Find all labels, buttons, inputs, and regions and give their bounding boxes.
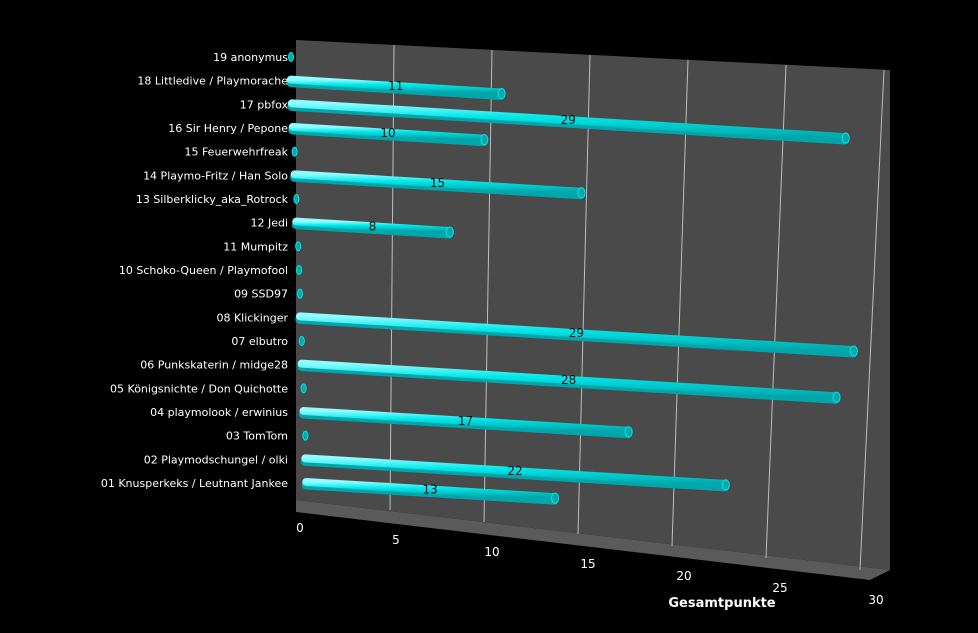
- category-label: 01 Knusperkeks / Leutnant Jankee: [101, 477, 288, 490]
- data-label: 29: [561, 113, 576, 127]
- gridline: [859, 69, 885, 571]
- x-tick-label: 20: [676, 569, 691, 583]
- data-label: 11: [388, 79, 403, 93]
- bar: [292, 217, 453, 235]
- bar-end-cap: [841, 132, 850, 144]
- plot-back-wall: [296, 40, 890, 570]
- bar-zero-cap: [296, 265, 303, 275]
- bar: [299, 407, 632, 435]
- bar-end-cap: [832, 391, 841, 403]
- bar-zero-cap: [295, 241, 302, 252]
- category-label: 04 playmolook / erwinius: [150, 406, 288, 419]
- bar-end-cap: [721, 479, 730, 491]
- bar: [287, 99, 849, 142]
- x-axis-title: Gesamtpunkte: [668, 596, 775, 611]
- bar-zero-cap: [302, 430, 309, 441]
- gridline: [765, 64, 787, 559]
- data-label: 29: [569, 326, 584, 340]
- bar: [295, 312, 857, 355]
- data-label: 28: [561, 373, 576, 387]
- data-label: 15: [430, 176, 445, 190]
- data-label: 22: [507, 464, 522, 478]
- x-tick-label: 0: [296, 521, 304, 535]
- category-label: 05 Königsnichte / Don Quichotte: [110, 382, 288, 395]
- gridline: [483, 49, 493, 523]
- bar-end-cap: [497, 87, 506, 99]
- category-label: 14 Playmo-Fritz / Han Solo: [143, 169, 288, 182]
- category-label: 18 Littledive / Playmorache: [137, 75, 288, 88]
- gridline: [577, 54, 591, 535]
- category-label: 16 Sir Henry / Pepone: [168, 122, 288, 135]
- bar-zero-cap: [293, 194, 300, 204]
- bar-end-cap: [551, 492, 560, 504]
- bar: [286, 75, 505, 97]
- bar: [297, 359, 840, 401]
- x-tick-label: 10: [484, 545, 499, 559]
- bar-zero-cap: [298, 336, 305, 346]
- x-tick-label: 15: [580, 557, 595, 571]
- bar-end-cap: [480, 134, 489, 146]
- x-tick-label: 5: [392, 533, 400, 547]
- bar-end-cap: [445, 226, 454, 238]
- bars: 11 29 10 15 8 29 28 17 22 13: [286, 52, 858, 505]
- bar-zero-cap: [297, 288, 303, 299]
- gridlines: [389, 44, 885, 571]
- category-label: 06 Punkskaterin / midge28: [140, 359, 288, 372]
- category-label: 08 Klickinger: [216, 311, 288, 324]
- bar: [301, 454, 729, 488]
- bar-zero-cap: [291, 146, 298, 157]
- x-tick-label: 30: [868, 593, 883, 607]
- data-label: 13: [422, 483, 437, 497]
- bar: [302, 478, 559, 502]
- category-label: 02 Playmodschungel / olki: [144, 453, 288, 466]
- x-axis-ticks: 0 5 10 15 20 25 30: [296, 521, 883, 607]
- category-label: 17 pbfox: [240, 98, 289, 111]
- bar-end-cap: [624, 426, 633, 438]
- bar: [290, 170, 585, 196]
- data-label: 10: [380, 126, 395, 140]
- category-label: 10 Schoko-Queen / Playmofool: [119, 264, 288, 277]
- category-label: 03 TomTom: [226, 430, 288, 443]
- bar-zero-cap: [288, 52, 294, 62]
- category-label: 19 anonymus: [213, 51, 288, 64]
- x-tick-label: 25: [772, 581, 787, 595]
- data-label: 8: [369, 219, 377, 233]
- bar: [288, 123, 488, 143]
- category-label: 12 Jedi: [250, 217, 288, 230]
- bar-zero-cap: [300, 383, 307, 394]
- plot-floor: [296, 500, 890, 580]
- bar-end-cap: [577, 187, 586, 199]
- gridline: [671, 59, 689, 547]
- gridline: [389, 44, 395, 511]
- category-labels: 19 anonymus 18 Littledive / Playmorache 17…: [101, 51, 289, 490]
- data-label: 17: [458, 414, 473, 428]
- category-label: 15 Feuerwehrfreak: [184, 146, 288, 159]
- category-label: 07 elbutro: [231, 335, 288, 348]
- category-label: 11 Mumpitz: [223, 240, 288, 253]
- bar-end-cap: [849, 345, 858, 357]
- category-label: 13 Silberklicky_aka_Rotrock: [136, 193, 289, 206]
- category-label: 09 SSD97: [234, 288, 288, 301]
